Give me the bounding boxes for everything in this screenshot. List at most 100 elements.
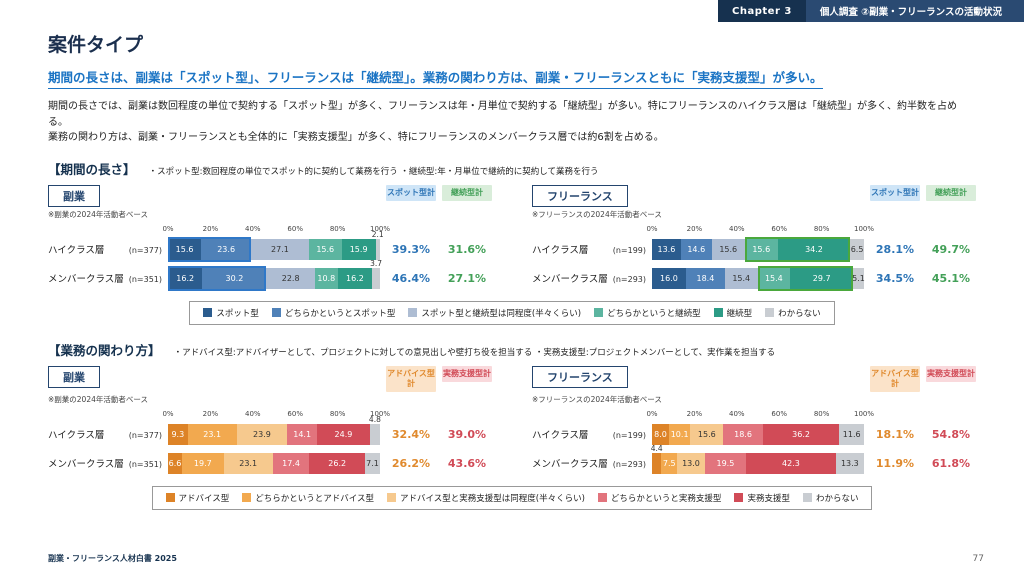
- axis-tick-label: 60%: [287, 224, 303, 233]
- stacked-bar: 13.6 14.6 15.6 15.6 34.2 6.5: [652, 236, 864, 262]
- bar-segment: 7.1: [364, 452, 380, 474]
- bar-segment: 13.6: [652, 238, 681, 260]
- legend-swatch: [594, 308, 604, 317]
- bar-segment: 16.2: [168, 267, 203, 289]
- legend-swatch: [165, 493, 175, 502]
- legend-label: どちらかというとスポット型: [284, 308, 396, 319]
- x-axis: 0% 20% 40% 60% 80% 100%: [646, 223, 874, 233]
- x-axis: 0% 20% 40% 60% 80% 100%: [162, 408, 390, 418]
- bar-segment: 14.1: [287, 423, 318, 445]
- section1-legend: スポット型 どちらかというとスポット型 スポット型と継続型は同程度(半々くらい) どち…: [189, 300, 835, 325]
- total-value: 54.8%: [931, 427, 971, 441]
- chart-panel-kakawari-fukugyo: 副業 アドバイス型計 実務支援型計 ※副業の2024年活動者ベース 0% 20% 40% 60…: [48, 365, 492, 482]
- total-value: 46.4%: [391, 271, 431, 285]
- axis-tick-label: 20%: [686, 224, 703, 233]
- base-note: ※フリーランスの2024年活動者ベース: [532, 209, 662, 219]
- axis-row: 0% 20% 40% 60% 80% 100%: [48, 223, 492, 233]
- axis-row: 0% 20% 40% 60% 80% 100%: [532, 223, 976, 233]
- axis-tick-label: 100%: [369, 224, 391, 233]
- legend-label: どちらかというとアドバイス型: [255, 493, 375, 504]
- total-value: 39.3%: [391, 242, 431, 256]
- chart-row: ハイクラス層 (n=199) 8.0 10.1 15.6 18.6 36.2 11.6 18.1…: [532, 423, 976, 445]
- legend-swatch: [271, 308, 281, 317]
- legend-swatch: [765, 308, 775, 317]
- bar-segment: 15.6: [308, 238, 342, 260]
- bar-segment: 18.4: [685, 267, 725, 289]
- x-axis: 0% 20% 40% 60% 80% 100%: [162, 223, 390, 233]
- axis-tick-label: 80%: [329, 409, 346, 418]
- axis-tick-label: 40%: [245, 409, 261, 418]
- legend-label: 継続型: [726, 308, 753, 319]
- legend-item: どちらかというと継続型: [594, 307, 701, 319]
- bar-segment: 22.8: [266, 267, 315, 289]
- panel-header: フリーランス アドバイス型計 実務支援型計: [532, 365, 976, 392]
- panel-header: 副業 アドバイス型計 実務支援型計: [48, 365, 492, 392]
- bar-segment: 24.9: [317, 423, 370, 445]
- axis-tick-label: 0%: [162, 409, 174, 418]
- sample-size: (n=377): [128, 246, 162, 255]
- total-column-header: スポット型計: [386, 184, 436, 201]
- legend-item: どちらかというとアドバイス型: [242, 492, 374, 504]
- bar-segment: 10.8: [314, 267, 338, 289]
- legend-label: 実務支援型: [747, 493, 790, 504]
- axis-tick-label: 40%: [245, 224, 261, 233]
- axis-tick-label: 100%: [853, 409, 875, 418]
- legend-item: わからない: [765, 307, 821, 319]
- total-value: 49.7%: [931, 242, 971, 256]
- section2-definition-note: ・アドバイス型:アドバイザーとして、プロジェクトに対しての意見出しや壁打ち役を担…: [173, 347, 776, 358]
- legend-item: 実務支援型: [734, 492, 790, 504]
- axis-tick-label: 20%: [202, 409, 219, 418]
- total-column-header: スポット型計: [870, 184, 920, 201]
- bar-segment: 23.1: [223, 452, 273, 474]
- base-note: ※フリーランスの2024年活動者ベース: [532, 394, 662, 404]
- bar-segment: 19.7: [181, 452, 224, 474]
- stacked-bar: 8.0 10.1 15.6 18.6 36.2 11.6: [652, 423, 864, 445]
- legend-label: どちらかというと実務支援型: [610, 493, 722, 504]
- bar-segment: 17.4: [272, 452, 310, 474]
- stacked-bar: 9.3 23.1 23.9 14.1 24.9 4.8: [168, 415, 381, 445]
- axis-row: 0% 20% 40% 60% 80% 100%: [532, 408, 976, 418]
- section1-heading: 【期間の長さ】 ・スポット型:数回程度の単位でスポット的に契約して業務を行う ・…: [48, 159, 976, 178]
- total-value: 27.1%: [447, 271, 487, 285]
- section1-charts: 副業 スポット型計 継続型計 ※副業の2024年活動者ベース 0% 20% 40% 60% 80…: [48, 184, 976, 297]
- bar-segment: 5.1: [852, 267, 865, 289]
- chart-row: ハイクラス層 (n=377) 15.6 23.6 27.1 15.6 15.9 2.1 39.3…: [48, 230, 492, 262]
- page-subtitle: 期間の長さは、副業は「スポット型」、フリーランスは「継続型」。業務の関わり方は、…: [48, 67, 823, 89]
- bar-segment: 8.0: [652, 423, 669, 445]
- legend-label: わからない: [815, 493, 859, 504]
- bar-segment: 6.5: [850, 238, 864, 260]
- bar-segment: 15.6: [690, 423, 724, 445]
- chart-panel-kikan-freelance: フリーランス スポット型計 継続型計 ※フリーランスの2024年活動者ベース 0% 20%…: [532, 184, 976, 297]
- total-value: 43.6%: [447, 456, 487, 470]
- total-value: 11.9%: [875, 456, 915, 470]
- stacked-bar: 4.4 7.5 13.0 19.5 42.3 13.3: [651, 444, 864, 474]
- legend-label: アドバイス型: [178, 493, 230, 504]
- chart-row: メンバークラス層 (n=351) 16.2 30.2 22.8 10.8 16.2 3.7 46…: [48, 259, 492, 291]
- section2-charts: 副業 アドバイス型計 実務支援型計 ※副業の2024年活動者ベース 0% 20% 40% 60…: [48, 365, 976, 482]
- total-value: 31.6%: [447, 242, 487, 256]
- page-footer: 副業・フリーランス人材白書 2025 77: [48, 553, 984, 564]
- bar-segment: 23.1: [187, 423, 237, 445]
- axis-tick-label: 60%: [287, 409, 303, 418]
- axis-tick-label: 100%: [853, 224, 875, 233]
- bar-segment: 3.7: [370, 259, 382, 289]
- legend-swatch: [242, 493, 252, 502]
- section2-heading: 【業務の関わり方】 ・アドバイス型:アドバイザーとして、プロジェクトに対しての意…: [48, 340, 976, 359]
- bar-segment: 14.6: [680, 238, 712, 260]
- bar-segment: 36.2: [762, 423, 840, 445]
- axis-tick-label: 80%: [813, 409, 830, 418]
- row-label: ハイクラス層 (n=199): [532, 430, 646, 441]
- body-text: 期間の長さでは、副業は数回程度の単位で契約する「スポット型」が多く、フリーランス…: [48, 99, 976, 146]
- body-line-1: 期間の長さでは、副業は数回程度の単位で契約する「スポット型」が多く、フリーランス…: [48, 101, 957, 128]
- stacked-bar: 15.6 23.6 27.1 15.6 15.9 2.1: [168, 230, 384, 262]
- group-label: 副業: [48, 184, 100, 207]
- bar-segment: 26.2: [309, 452, 365, 474]
- total-value: 18.1%: [875, 427, 915, 441]
- group-label: フリーランス: [532, 184, 628, 207]
- footer-doc-title: 副業・フリーランス人材白書 2025: [48, 554, 177, 563]
- bar-segment: 15.4: [724, 267, 758, 289]
- row-label: ハイクラス層 (n=199): [532, 245, 646, 256]
- stacked-bar: 6.6 19.7 23.1 17.4 26.2 7.1: [168, 452, 380, 474]
- legend-item: スポット型と継続型は同程度(半々くらい): [408, 307, 581, 319]
- legend-swatch: [802, 493, 812, 502]
